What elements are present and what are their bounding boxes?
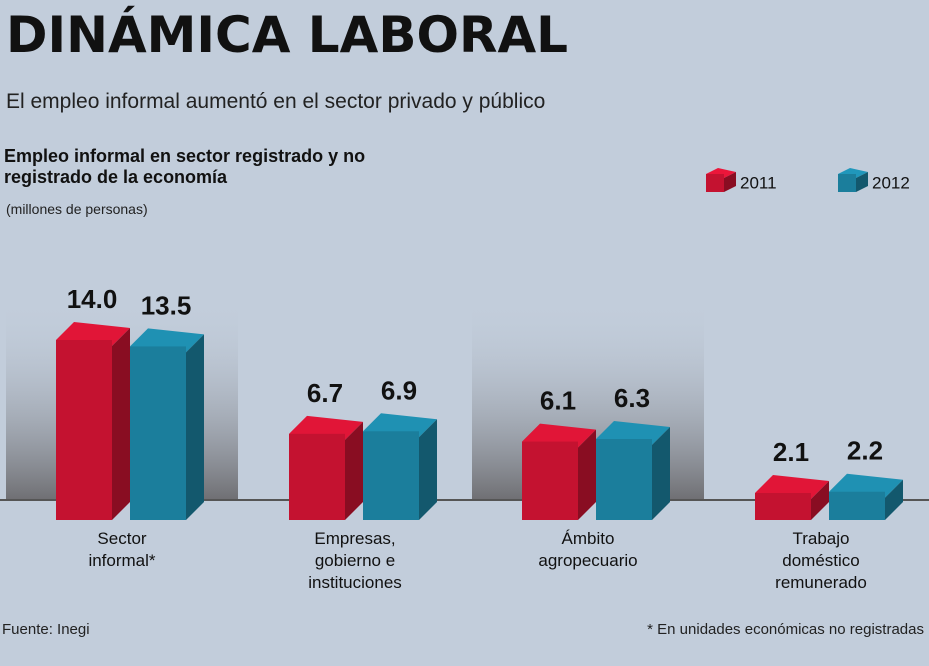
units: (millones de personas) xyxy=(6,201,148,217)
footnote: * En unidades económicas no registradas xyxy=(647,621,924,638)
bar-side xyxy=(811,481,829,520)
bar-side xyxy=(345,421,363,520)
category-label: Empresas, gobierno e instituciones xyxy=(308,529,402,592)
bar-side xyxy=(419,419,437,520)
category-label: Ámbito agropecuario xyxy=(538,529,638,570)
bar xyxy=(56,340,112,520)
legend-swatch xyxy=(838,174,856,192)
legend-cube-side xyxy=(724,172,736,192)
bar xyxy=(130,346,186,520)
bar xyxy=(755,493,811,520)
chart-title: Empleo informal en sector registrado y n… xyxy=(4,146,366,187)
value-label: 6.7 xyxy=(307,378,343,408)
bar xyxy=(363,431,419,520)
value-label: 14.0 xyxy=(67,284,118,314)
bar xyxy=(522,441,578,520)
category-label: Sector informal* xyxy=(88,529,156,570)
subtitle: El empleo informal aumentó en el sector … xyxy=(6,90,545,113)
legend-label: 2012 xyxy=(872,173,910,192)
source: Fuente: Inegi xyxy=(2,621,90,638)
chart-title-box: Empleo informal en sector registrado y n… xyxy=(4,146,366,187)
category-label: Trabajo doméstico remunerado xyxy=(775,529,867,592)
bar xyxy=(289,433,345,520)
legend-label: 2011 xyxy=(740,173,777,192)
legend-cube-side xyxy=(856,172,868,192)
title: DINÁMICA LABORAL xyxy=(6,5,568,64)
value-label: 6.1 xyxy=(540,386,576,416)
value-label: 2.1 xyxy=(773,437,809,467)
value-label: 6.3 xyxy=(614,383,650,413)
bar-side xyxy=(112,328,130,520)
bar-side xyxy=(186,334,204,520)
legend-swatch xyxy=(706,174,724,192)
bar-side xyxy=(578,429,596,520)
bar-side xyxy=(885,479,903,520)
bar xyxy=(596,439,652,520)
bar-side xyxy=(652,427,670,520)
value-label: 13.5 xyxy=(141,290,192,320)
value-label: 6.9 xyxy=(381,375,417,405)
bar xyxy=(829,491,885,520)
value-label: 2.2 xyxy=(847,436,883,466)
